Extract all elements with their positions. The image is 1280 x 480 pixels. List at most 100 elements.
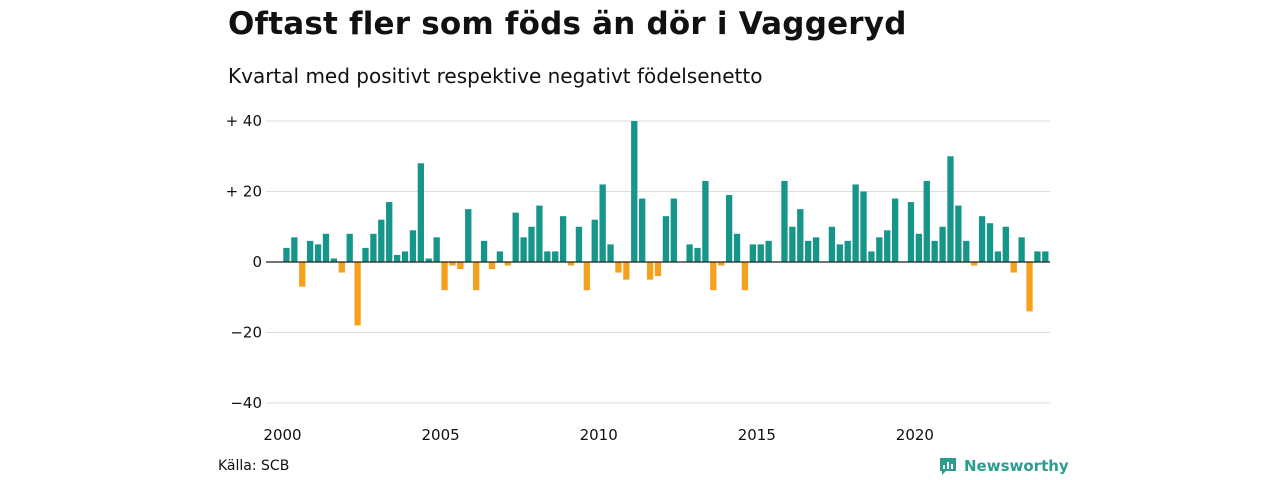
bar <box>512 212 519 262</box>
bar <box>370 233 377 262</box>
x-tick-label: 2020 <box>896 426 934 444</box>
bar <box>915 233 923 262</box>
bar <box>330 258 338 262</box>
bar <box>480 240 488 262</box>
bar <box>299 262 306 287</box>
y-tick-label: + 20 <box>226 183 262 201</box>
bar <box>544 251 551 262</box>
bar <box>314 244 322 262</box>
bar <box>465 209 472 262</box>
bar <box>805 240 812 262</box>
bar <box>789 226 796 262</box>
bar <box>599 184 606 262</box>
bar <box>401 251 409 262</box>
bar <box>504 262 511 266</box>
bar <box>646 262 654 280</box>
bar <box>670 198 677 262</box>
bar <box>947 156 954 262</box>
bar <box>876 237 883 262</box>
bar <box>931 240 938 262</box>
bar <box>283 247 290 262</box>
bar <box>528 226 535 262</box>
bar <box>1042 251 1049 262</box>
bar <box>718 262 725 266</box>
x-tick-label: 2015 <box>738 426 776 444</box>
bar <box>425 258 432 262</box>
bar <box>473 262 480 291</box>
bar <box>971 262 978 266</box>
bar <box>291 237 298 262</box>
bar <box>907 202 915 262</box>
bar <box>615 262 622 273</box>
y-tick-label: 0 <box>252 253 262 271</box>
bar <box>828 226 836 262</box>
bar <box>654 262 662 277</box>
bar <box>686 244 693 262</box>
newsworthy-logo: Newsworthy <box>938 456 1069 476</box>
x-tick-label: 2010 <box>580 426 618 444</box>
bar <box>1018 237 1025 262</box>
bar <box>488 262 496 270</box>
bar <box>631 121 638 262</box>
bar <box>338 262 345 273</box>
bar <box>749 244 756 262</box>
x-tick-label: 2000 <box>263 426 301 444</box>
bar <box>694 247 701 262</box>
bar <box>765 240 772 262</box>
bar <box>639 198 646 262</box>
y-tick-label: + 40 <box>226 112 262 130</box>
bar <box>552 251 559 262</box>
bar <box>1026 262 1033 312</box>
bar <box>733 233 741 262</box>
bar <box>307 240 314 262</box>
bar <box>536 205 543 262</box>
chart-subtitle: Kvartal med positivt respektive negativt… <box>228 64 763 88</box>
bar <box>884 230 891 262</box>
bar <box>1034 251 1041 262</box>
bar <box>417 163 424 262</box>
bar <box>812 237 820 262</box>
bar <box>607 244 614 262</box>
bar <box>844 240 851 262</box>
bar <box>955 205 962 262</box>
bar <box>322 233 330 262</box>
bar <box>559 216 567 262</box>
bar <box>725 195 733 262</box>
bar <box>354 262 361 326</box>
bar <box>386 202 393 262</box>
bar <box>797 209 804 262</box>
bar <box>393 254 401 262</box>
bar <box>891 198 899 262</box>
bar <box>378 219 385 262</box>
bar <box>567 262 575 266</box>
bar <box>575 226 583 262</box>
bar <box>994 251 1002 262</box>
bar <box>583 262 590 291</box>
bar <box>457 262 464 270</box>
bar <box>496 251 504 262</box>
bar <box>591 219 598 262</box>
bar <box>433 237 440 262</box>
bar <box>836 244 843 262</box>
newsworthy-icon <box>940 458 956 475</box>
bar <box>409 230 417 262</box>
bar <box>986 223 994 262</box>
bar <box>1010 262 1017 273</box>
bar <box>757 244 764 262</box>
bar <box>860 191 867 262</box>
bar <box>346 233 353 262</box>
y-tick-label: −20 <box>230 324 262 342</box>
bar <box>978 216 986 262</box>
bar <box>939 226 946 262</box>
chart-title: Oftast fler som föds än dör i Vaggeryd <box>228 6 907 42</box>
bar <box>441 262 448 291</box>
y-tick-label: −40 <box>230 394 262 412</box>
bar <box>963 240 970 262</box>
bar <box>662 216 670 262</box>
source-label: Källa: SCB <box>218 458 290 474</box>
bar <box>520 237 527 262</box>
x-tick-label: 2005 <box>422 426 460 444</box>
bar <box>449 262 456 266</box>
bar <box>1002 226 1009 262</box>
